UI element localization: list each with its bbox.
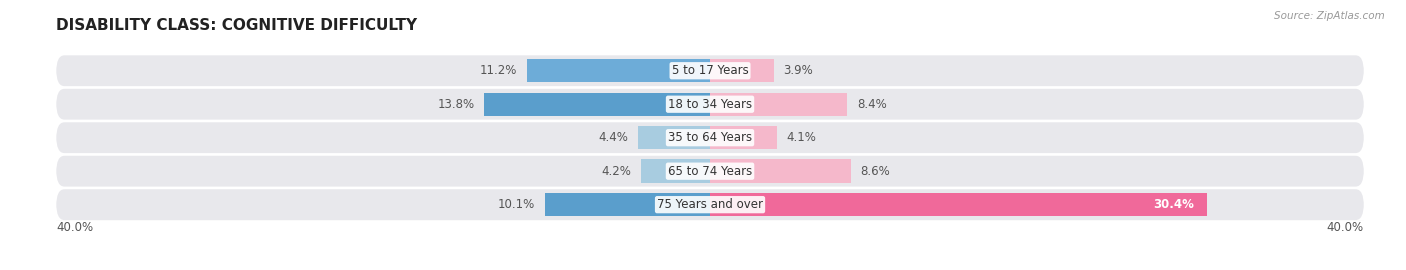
- Text: 11.2%: 11.2%: [479, 64, 517, 77]
- Text: 8.4%: 8.4%: [858, 98, 887, 111]
- Text: 65 to 74 Years: 65 to 74 Years: [668, 165, 752, 178]
- Text: 35 to 64 Years: 35 to 64 Years: [668, 131, 752, 144]
- Text: DISABILITY CLASS: COGNITIVE DIFFICULTY: DISABILITY CLASS: COGNITIVE DIFFICULTY: [56, 18, 418, 33]
- Text: 40.0%: 40.0%: [56, 221, 93, 234]
- FancyBboxPatch shape: [56, 89, 1364, 120]
- Bar: [638, 126, 710, 149]
- Text: 18 to 34 Years: 18 to 34 Years: [668, 98, 752, 111]
- Bar: [710, 59, 773, 82]
- Text: 4.1%: 4.1%: [787, 131, 817, 144]
- Bar: [710, 193, 1206, 216]
- Text: 4.2%: 4.2%: [602, 165, 631, 178]
- Text: 4.4%: 4.4%: [599, 131, 628, 144]
- Text: 30.4%: 30.4%: [1153, 198, 1194, 211]
- Text: 75 Years and over: 75 Years and over: [657, 198, 763, 211]
- Text: 8.6%: 8.6%: [860, 165, 890, 178]
- FancyBboxPatch shape: [56, 122, 1364, 153]
- FancyBboxPatch shape: [56, 156, 1364, 187]
- Bar: [641, 160, 710, 183]
- Text: Source: ZipAtlas.com: Source: ZipAtlas.com: [1274, 11, 1385, 21]
- Bar: [546, 193, 710, 216]
- Bar: [527, 59, 710, 82]
- Text: 40.0%: 40.0%: [1327, 221, 1364, 234]
- FancyBboxPatch shape: [56, 189, 1364, 220]
- Text: 5 to 17 Years: 5 to 17 Years: [672, 64, 748, 77]
- Bar: [710, 93, 848, 116]
- Bar: [485, 93, 710, 116]
- Text: 3.9%: 3.9%: [783, 64, 813, 77]
- Bar: [710, 160, 851, 183]
- Text: 10.1%: 10.1%: [498, 198, 536, 211]
- FancyBboxPatch shape: [56, 55, 1364, 86]
- Text: 13.8%: 13.8%: [437, 98, 475, 111]
- Bar: [710, 126, 778, 149]
